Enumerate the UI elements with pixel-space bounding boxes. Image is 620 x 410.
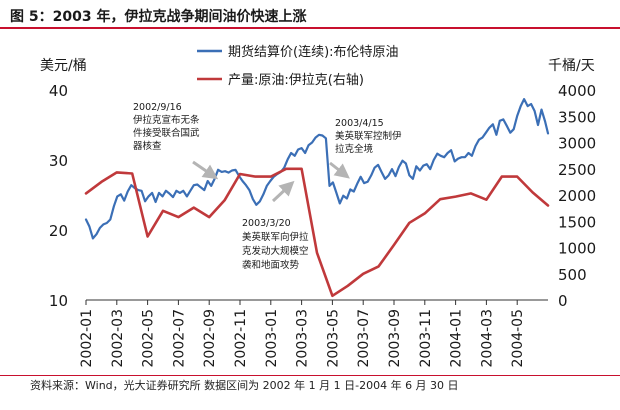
annotation-2003-3-20: 2003/3/20 美英联军向伊拉 克发动大规模空 袭和地面攻势 bbox=[242, 218, 312, 271]
title-rule bbox=[0, 27, 620, 29]
x-tick-label: 2004-03 bbox=[479, 309, 495, 368]
y-right-tick-label: 4000 bbox=[558, 82, 596, 100]
y-right-tick-label: 500 bbox=[558, 266, 587, 284]
right-axis-ticks: 0 500 1000 1500 2000 2500 3000 3500 4000 bbox=[558, 82, 596, 310]
annotation-2003-4-15: 2003/4/15 美英联军控制伊 拉克全境 bbox=[335, 118, 405, 155]
y-axis-left-label: 美元/桶 bbox=[40, 58, 87, 74]
x-tick-label: 2002-11 bbox=[233, 309, 249, 368]
series-group bbox=[84, 97, 550, 298]
y-right-tick-label: 1000 bbox=[558, 240, 596, 258]
x-tick-label: 2002-05 bbox=[141, 309, 157, 368]
x-tick-label: 2003-03 bbox=[295, 309, 311, 368]
source-rule bbox=[0, 375, 620, 376]
x-tick-label: 2002-01 bbox=[79, 309, 95, 368]
y-right-tick-label: 2000 bbox=[558, 187, 596, 205]
x-axis-ticks: 2002-01 2002-03 2002-05 2002-07 2002-09 2002-… bbox=[79, 300, 526, 368]
x-tick-label: 2002-03 bbox=[110, 309, 126, 368]
x-tick-label: 2004-05 bbox=[510, 309, 526, 368]
y-left-tick-label: 40 bbox=[49, 82, 68, 100]
x-tick-label: 2004-01 bbox=[449, 309, 465, 368]
y-right-tick-label: 1500 bbox=[558, 213, 596, 231]
x-tick-label: 2003-07 bbox=[356, 309, 372, 368]
x-tick-label: 2003-11 bbox=[418, 309, 434, 368]
source-note: 资料来源：Wind，光大证券研究所 数据区间为 2002 年 1 月 1 日-2… bbox=[30, 379, 459, 392]
y-right-tick-label: 3500 bbox=[558, 108, 596, 126]
x-tick-label: 2003-05 bbox=[325, 309, 341, 368]
legend-label-production: 产量:原油:伊拉克(右轴) bbox=[228, 73, 364, 88]
y-left-tick-label: 10 bbox=[49, 292, 68, 310]
left-axis-ticks: 10 20 30 40 bbox=[49, 82, 68, 310]
y-left-tick-label: 30 bbox=[49, 152, 68, 170]
y-left-tick-label: 20 bbox=[49, 222, 68, 240]
y-right-tick-label: 3000 bbox=[558, 135, 596, 153]
y-axis-right-label: 千桶/天 bbox=[548, 58, 595, 74]
y-right-tick-label: 0 bbox=[558, 292, 568, 310]
legend-label-brent: 期货结算价(连续):布伦特原油 bbox=[228, 44, 399, 60]
x-tick-label: 2002-09 bbox=[202, 309, 218, 368]
annotation-2002-9-16: 2002/9/16 伊拉克宣布无条 件接受联合国武 器核查 bbox=[133, 102, 203, 152]
series-line-production bbox=[84, 167, 550, 298]
legend: 期货结算价(连续):布伦特原油 产量:原油:伊拉克(右轴) bbox=[197, 44, 399, 88]
y-right-tick-label: 2500 bbox=[558, 161, 596, 179]
x-tick-label: 2003-01 bbox=[264, 309, 280, 368]
series-line-brent bbox=[84, 97, 550, 240]
annotation-arrow-2003-3-20 bbox=[271, 180, 295, 203]
annotation-arrow-2003-4-15 bbox=[329, 161, 350, 179]
chart-area: 10 20 30 40 0 500 1000 1500 2000 2500 3000 3500 400… bbox=[40, 44, 596, 368]
figure-title: 图 5：2003 年，伊拉克战争期间油价快速上涨 bbox=[10, 9, 307, 25]
x-tick-label: 2003-09 bbox=[387, 309, 403, 368]
x-tick-label: 2002-07 bbox=[171, 309, 187, 368]
annotations: 2002/9/16 伊拉克宣布无条 件接受联合国武 器核查 2003/3/20 … bbox=[133, 102, 405, 271]
annotation-arrow-2002-9-16 bbox=[192, 160, 219, 180]
